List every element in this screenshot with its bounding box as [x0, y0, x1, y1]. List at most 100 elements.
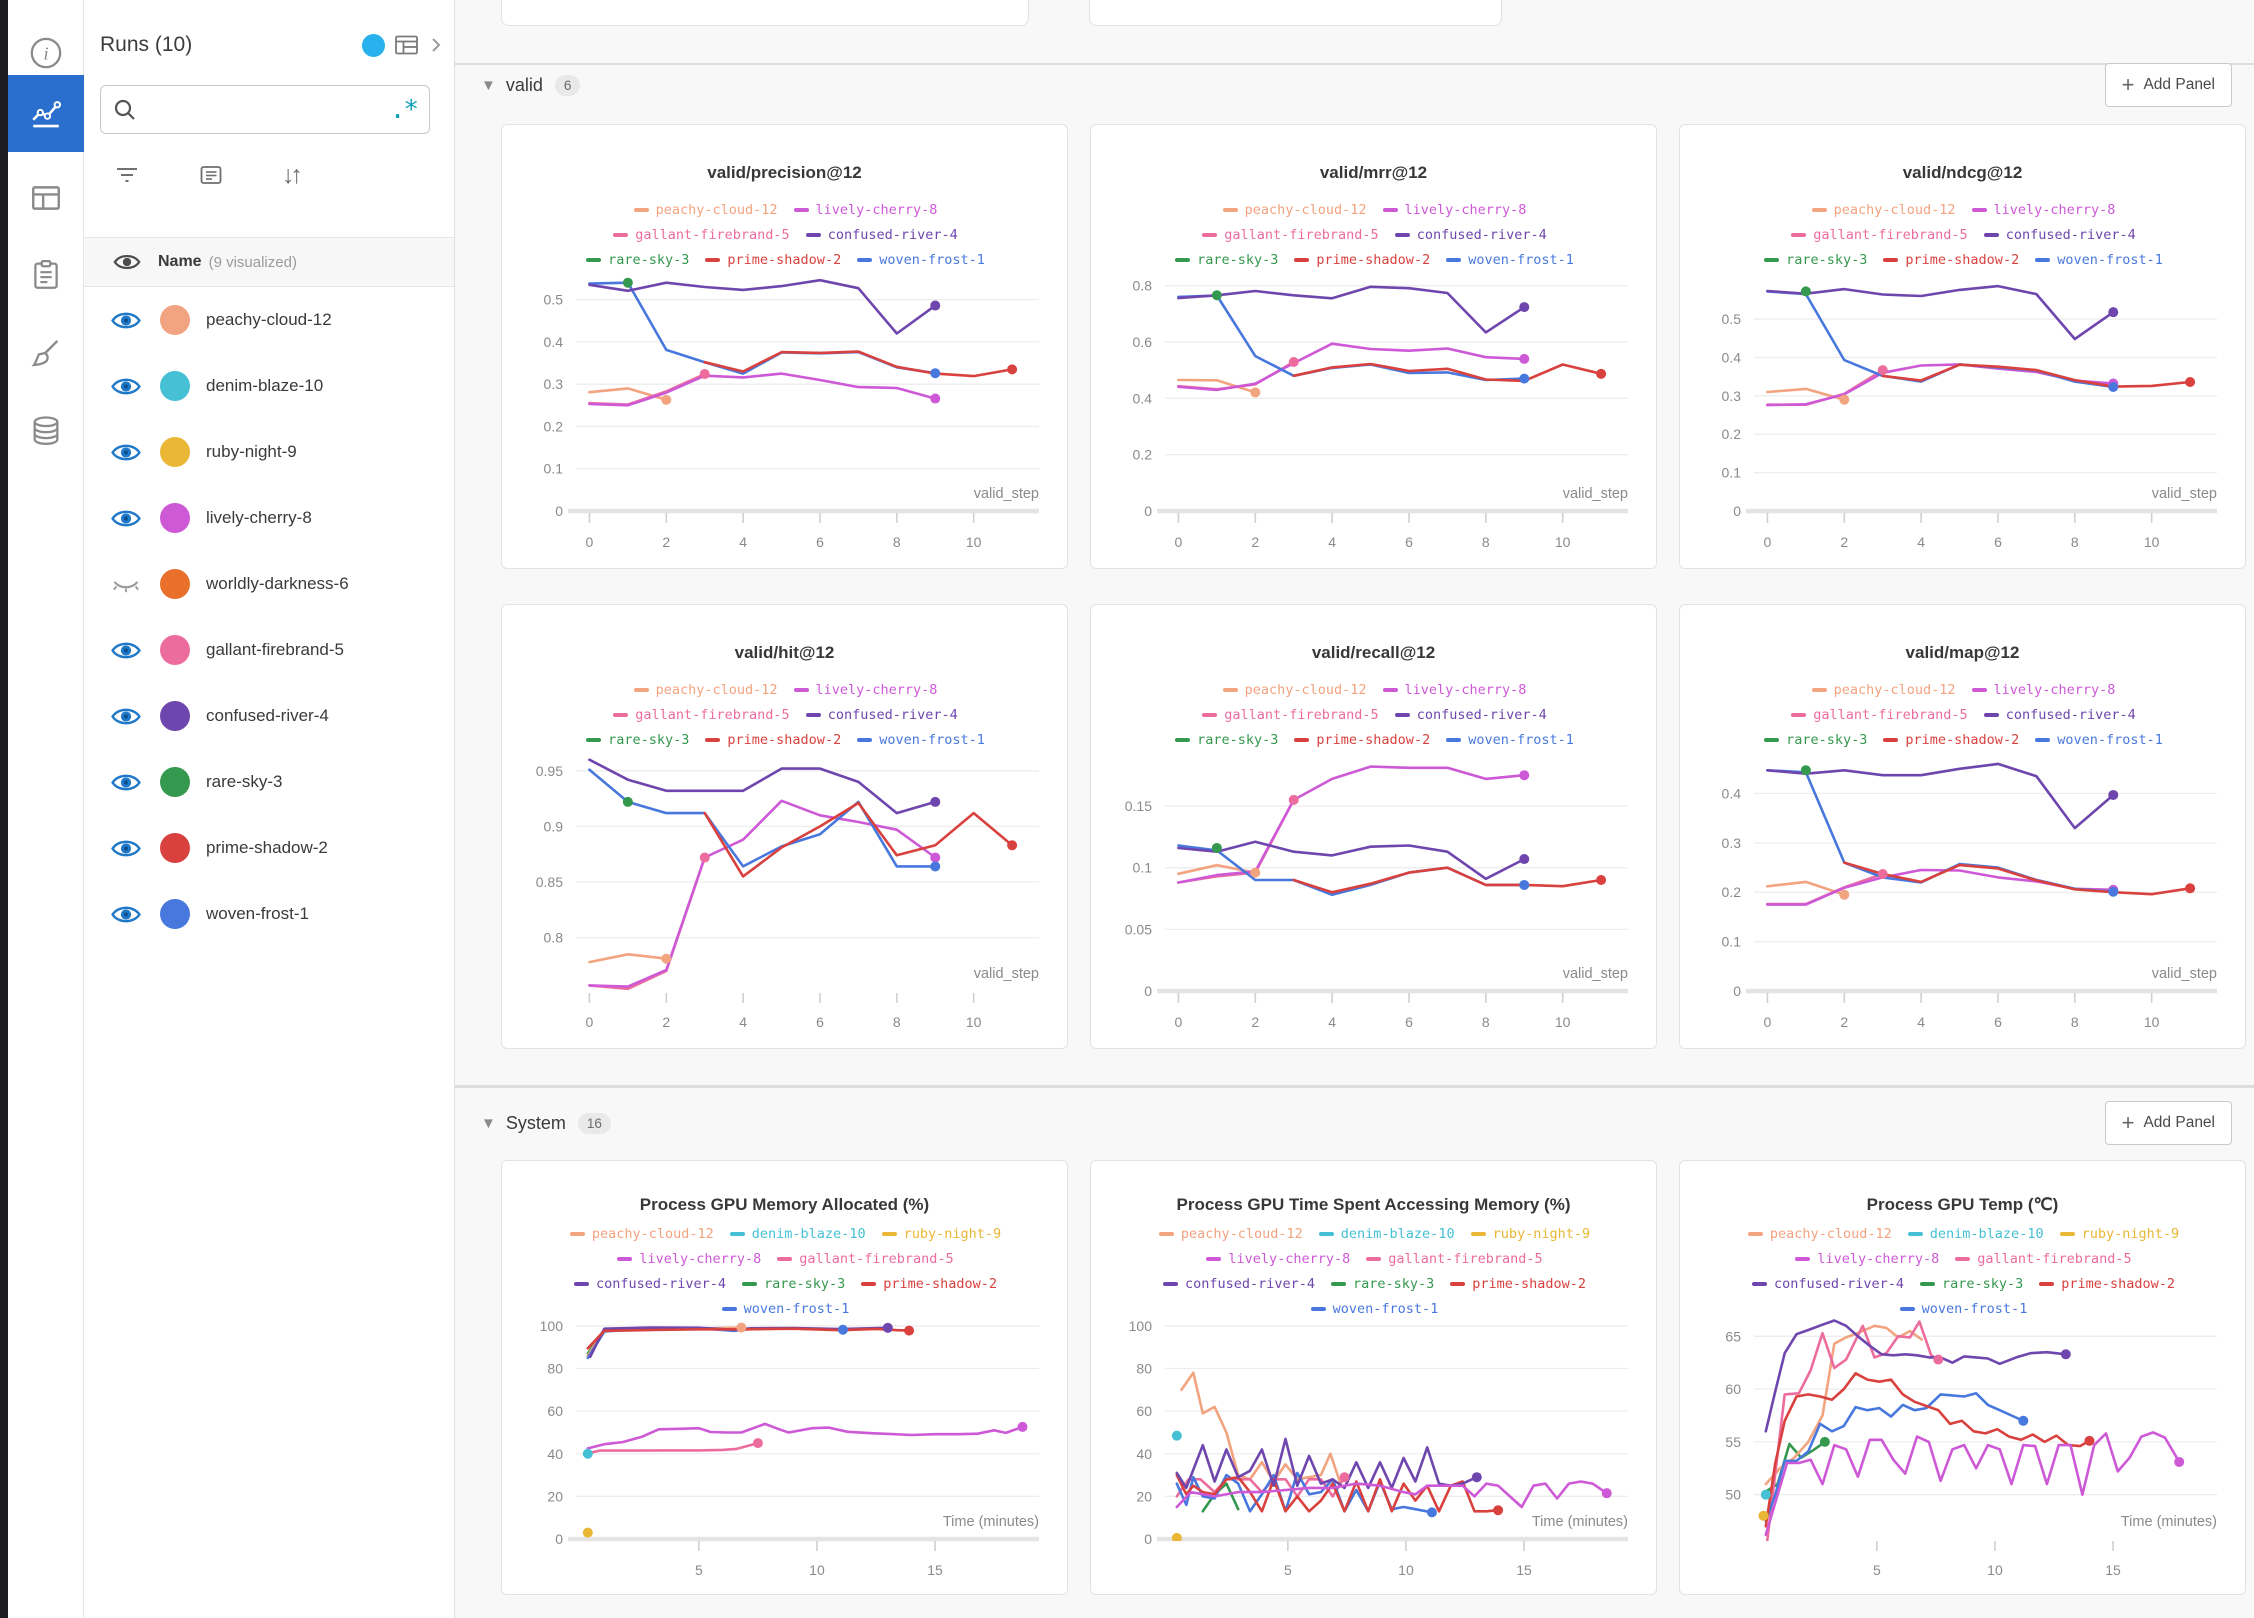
legend-item[interactable]: woven-frost-1 [1446, 247, 1574, 272]
run-row[interactable]: gallant-firebrand-5 [84, 617, 454, 683]
legend-item[interactable]: gallant-firebrand-5 [1791, 222, 1968, 247]
legend-item[interactable]: lively-cherry-8 [1971, 677, 2115, 702]
eye-visible-icon[interactable] [110, 441, 142, 464]
legend-item[interactable]: gallant-firebrand-5 [1366, 1246, 1543, 1271]
run-row[interactable]: confused-river-4 [84, 683, 454, 749]
legend-item[interactable]: lively-cherry-8 [1382, 677, 1526, 702]
legend-item[interactable]: lively-cherry-8 [1206, 1246, 1350, 1271]
columns-list-icon[interactable] [198, 163, 224, 187]
legend-item[interactable]: confused-river-4 [1751, 1271, 1904, 1296]
legend-item[interactable]: denim-blaze-10 [1907, 1221, 2044, 1246]
legend-item[interactable]: peachy-cloud-12 [1158, 1221, 1303, 1246]
legend-item[interactable]: gallant-firebrand-5 [1202, 702, 1379, 727]
expand-chevron-icon[interactable] [428, 34, 444, 56]
legend-item[interactable]: denim-blaze-10 [729, 1221, 866, 1246]
eye-visible-icon[interactable] [110, 903, 142, 926]
run-row[interactable]: lively-cherry-8 [84, 485, 454, 551]
chart-panel[interactable]: valid/recall@12 0 0.05 0.1 0.15 0 2 4 6 8 10 valid_… [1090, 604, 1657, 1049]
regex-toggle[interactable]: .* [389, 94, 419, 125]
legend-item[interactable]: lively-cherry-8 [1795, 1246, 1939, 1271]
eye-visible-icon[interactable] [110, 507, 142, 530]
legend-item[interactable]: gallant-firebrand-5 [1202, 222, 1379, 247]
collapse-chevron-icon[interactable]: ▼ [481, 76, 496, 94]
section-label[interactable]: valid [505, 74, 543, 95]
legend-item[interactable]: denim-blaze-10 [1318, 1221, 1455, 1246]
legend-item[interactable]: confused-river-4 [1394, 222, 1547, 247]
legend-item[interactable]: lively-cherry-8 [793, 677, 937, 702]
legend-item[interactable]: prime-shadow-2 [1294, 247, 1430, 272]
legend-item[interactable]: rare-sky-3 [586, 727, 689, 752]
run-row[interactable]: woven-frost-1 [84, 881, 454, 947]
legend-item[interactable]: peachy-cloud-12 [1222, 677, 1367, 702]
chart-panel[interactable]: Process GPU Memory Allocated (%) 0 20 40 60 8… [501, 1160, 1068, 1595]
legend-item[interactable]: woven-frost-1 [857, 727, 985, 752]
sort-icon[interactable]: ↓↑ [282, 160, 303, 189]
legend-item[interactable]: confused-river-4 [1983, 702, 2136, 727]
legend-item[interactable]: rare-sky-3 [1919, 1271, 2023, 1296]
legend-item[interactable]: gallant-firebrand-5 [777, 1246, 954, 1271]
legend-item[interactable]: lively-cherry-8 [1971, 197, 2115, 222]
legend-item[interactable]: prime-shadow-2 [1294, 727, 1430, 752]
add-panel-button[interactable]: + Add Panel [2104, 63, 2232, 107]
legend-item[interactable]: lively-cherry-8 [1382, 197, 1526, 222]
eye-visible-icon[interactable] [110, 771, 142, 794]
legend-item[interactable]: peachy-cloud-12 [1811, 677, 1956, 702]
legend-item[interactable]: gallant-firebrand-5 [613, 222, 790, 247]
chart-panel[interactable]: Process GPU Temp (℃) 50 55 60 65 5 10 15 Time (m… [1679, 1160, 2246, 1595]
run-row[interactable]: ruby-night-9 [84, 419, 454, 485]
legend-item[interactable]: gallant-firebrand-5 [613, 702, 790, 727]
eye-visible-icon[interactable] [110, 309, 142, 332]
legend-item[interactable]: confused-river-4 [573, 1271, 726, 1296]
legend-item[interactable]: rare-sky-3 [1175, 727, 1278, 752]
legend-item[interactable]: rare-sky-3 [1330, 1271, 1434, 1296]
search-input[interactable] [137, 100, 390, 119]
collapse-chevron-icon[interactable]: ▼ [481, 1114, 496, 1132]
run-row[interactable]: peachy-cloud-12 [84, 287, 454, 353]
run-row[interactable]: denim-blaze-10 [84, 353, 454, 419]
nav-item-database[interactable] [8, 398, 84, 464]
run-search-box[interactable]: .* [100, 85, 430, 134]
nav-item-clipboard[interactable] [8, 242, 84, 308]
chart-panel[interactable]: valid/mrr@12 0 0.2 0.4 0.6 0.8 0 2 4 6 8 10 valid_st… [1090, 124, 1657, 569]
eye-hidden-icon[interactable] [110, 573, 142, 596]
run-row[interactable]: worldly-darkness-6 [84, 551, 454, 617]
legend-item[interactable]: gallant-firebrand-5 [1955, 1246, 2132, 1271]
legend-item[interactable]: confused-river-4 [1394, 702, 1547, 727]
runs-table-icon[interactable] [393, 33, 420, 57]
legend-item[interactable]: woven-frost-1 [2035, 247, 2163, 272]
eye-visible-icon[interactable] [110, 705, 142, 728]
legend-item[interactable]: peachy-cloud-12 [633, 677, 778, 702]
visibility-header-eye-icon[interactable] [112, 251, 142, 273]
legend-item[interactable]: lively-cherry-8 [617, 1246, 761, 1271]
chart-panel[interactable]: valid/hit@12 0.8 0.85 0.9 0.95 0 2 4 6 8 10 valid_s… [501, 604, 1068, 1049]
legend-item[interactable]: prime-shadow-2 [1883, 247, 2019, 272]
legend-item[interactable]: ruby-night-9 [2059, 1221, 2179, 1246]
section-label[interactable]: System [505, 1112, 566, 1133]
legend-item[interactable]: lively-cherry-8 [793, 197, 937, 222]
nav-item-brush[interactable] [8, 320, 84, 386]
eye-visible-icon[interactable] [110, 639, 142, 662]
filter-icon[interactable] [114, 163, 140, 187]
legend-item[interactable]: confused-river-4 [1162, 1271, 1315, 1296]
legend-item[interactable]: ruby-night-9 [1470, 1221, 1590, 1246]
legend-item[interactable]: rare-sky-3 [1764, 247, 1867, 272]
legend-item[interactable]: peachy-cloud-12 [1222, 197, 1367, 222]
legend-item[interactable]: prime-shadow-2 [705, 727, 841, 752]
legend-item[interactable]: woven-frost-1 [857, 247, 985, 272]
nav-item-table-panels[interactable] [8, 165, 84, 231]
nav-item-line-chart[interactable] [8, 75, 84, 152]
chart-panel[interactable]: Process GPU Time Spent Accessing Memory … [1090, 1160, 1657, 1595]
run-row[interactable]: prime-shadow-2 [84, 815, 454, 881]
legend-item[interactable]: prime-shadow-2 [2039, 1271, 2175, 1296]
eye-visible-icon[interactable] [110, 375, 142, 398]
legend-item[interactable]: prime-shadow-2 [1883, 727, 2019, 752]
legend-item[interactable]: rare-sky-3 [741, 1271, 845, 1296]
legend-item[interactable]: woven-frost-1 [1446, 727, 1574, 752]
nav-item-info[interactable]: i [8, 20, 84, 86]
run-row[interactable]: rare-sky-3 [84, 749, 454, 815]
legend-item[interactable]: gallant-firebrand-5 [1791, 702, 1968, 727]
legend-item[interactable]: prime-shadow-2 [705, 247, 841, 272]
legend-item[interactable]: woven-frost-1 [2035, 727, 2163, 752]
legend-item[interactable]: peachy-cloud-12 [569, 1221, 714, 1246]
legend-item[interactable]: rare-sky-3 [586, 247, 689, 272]
